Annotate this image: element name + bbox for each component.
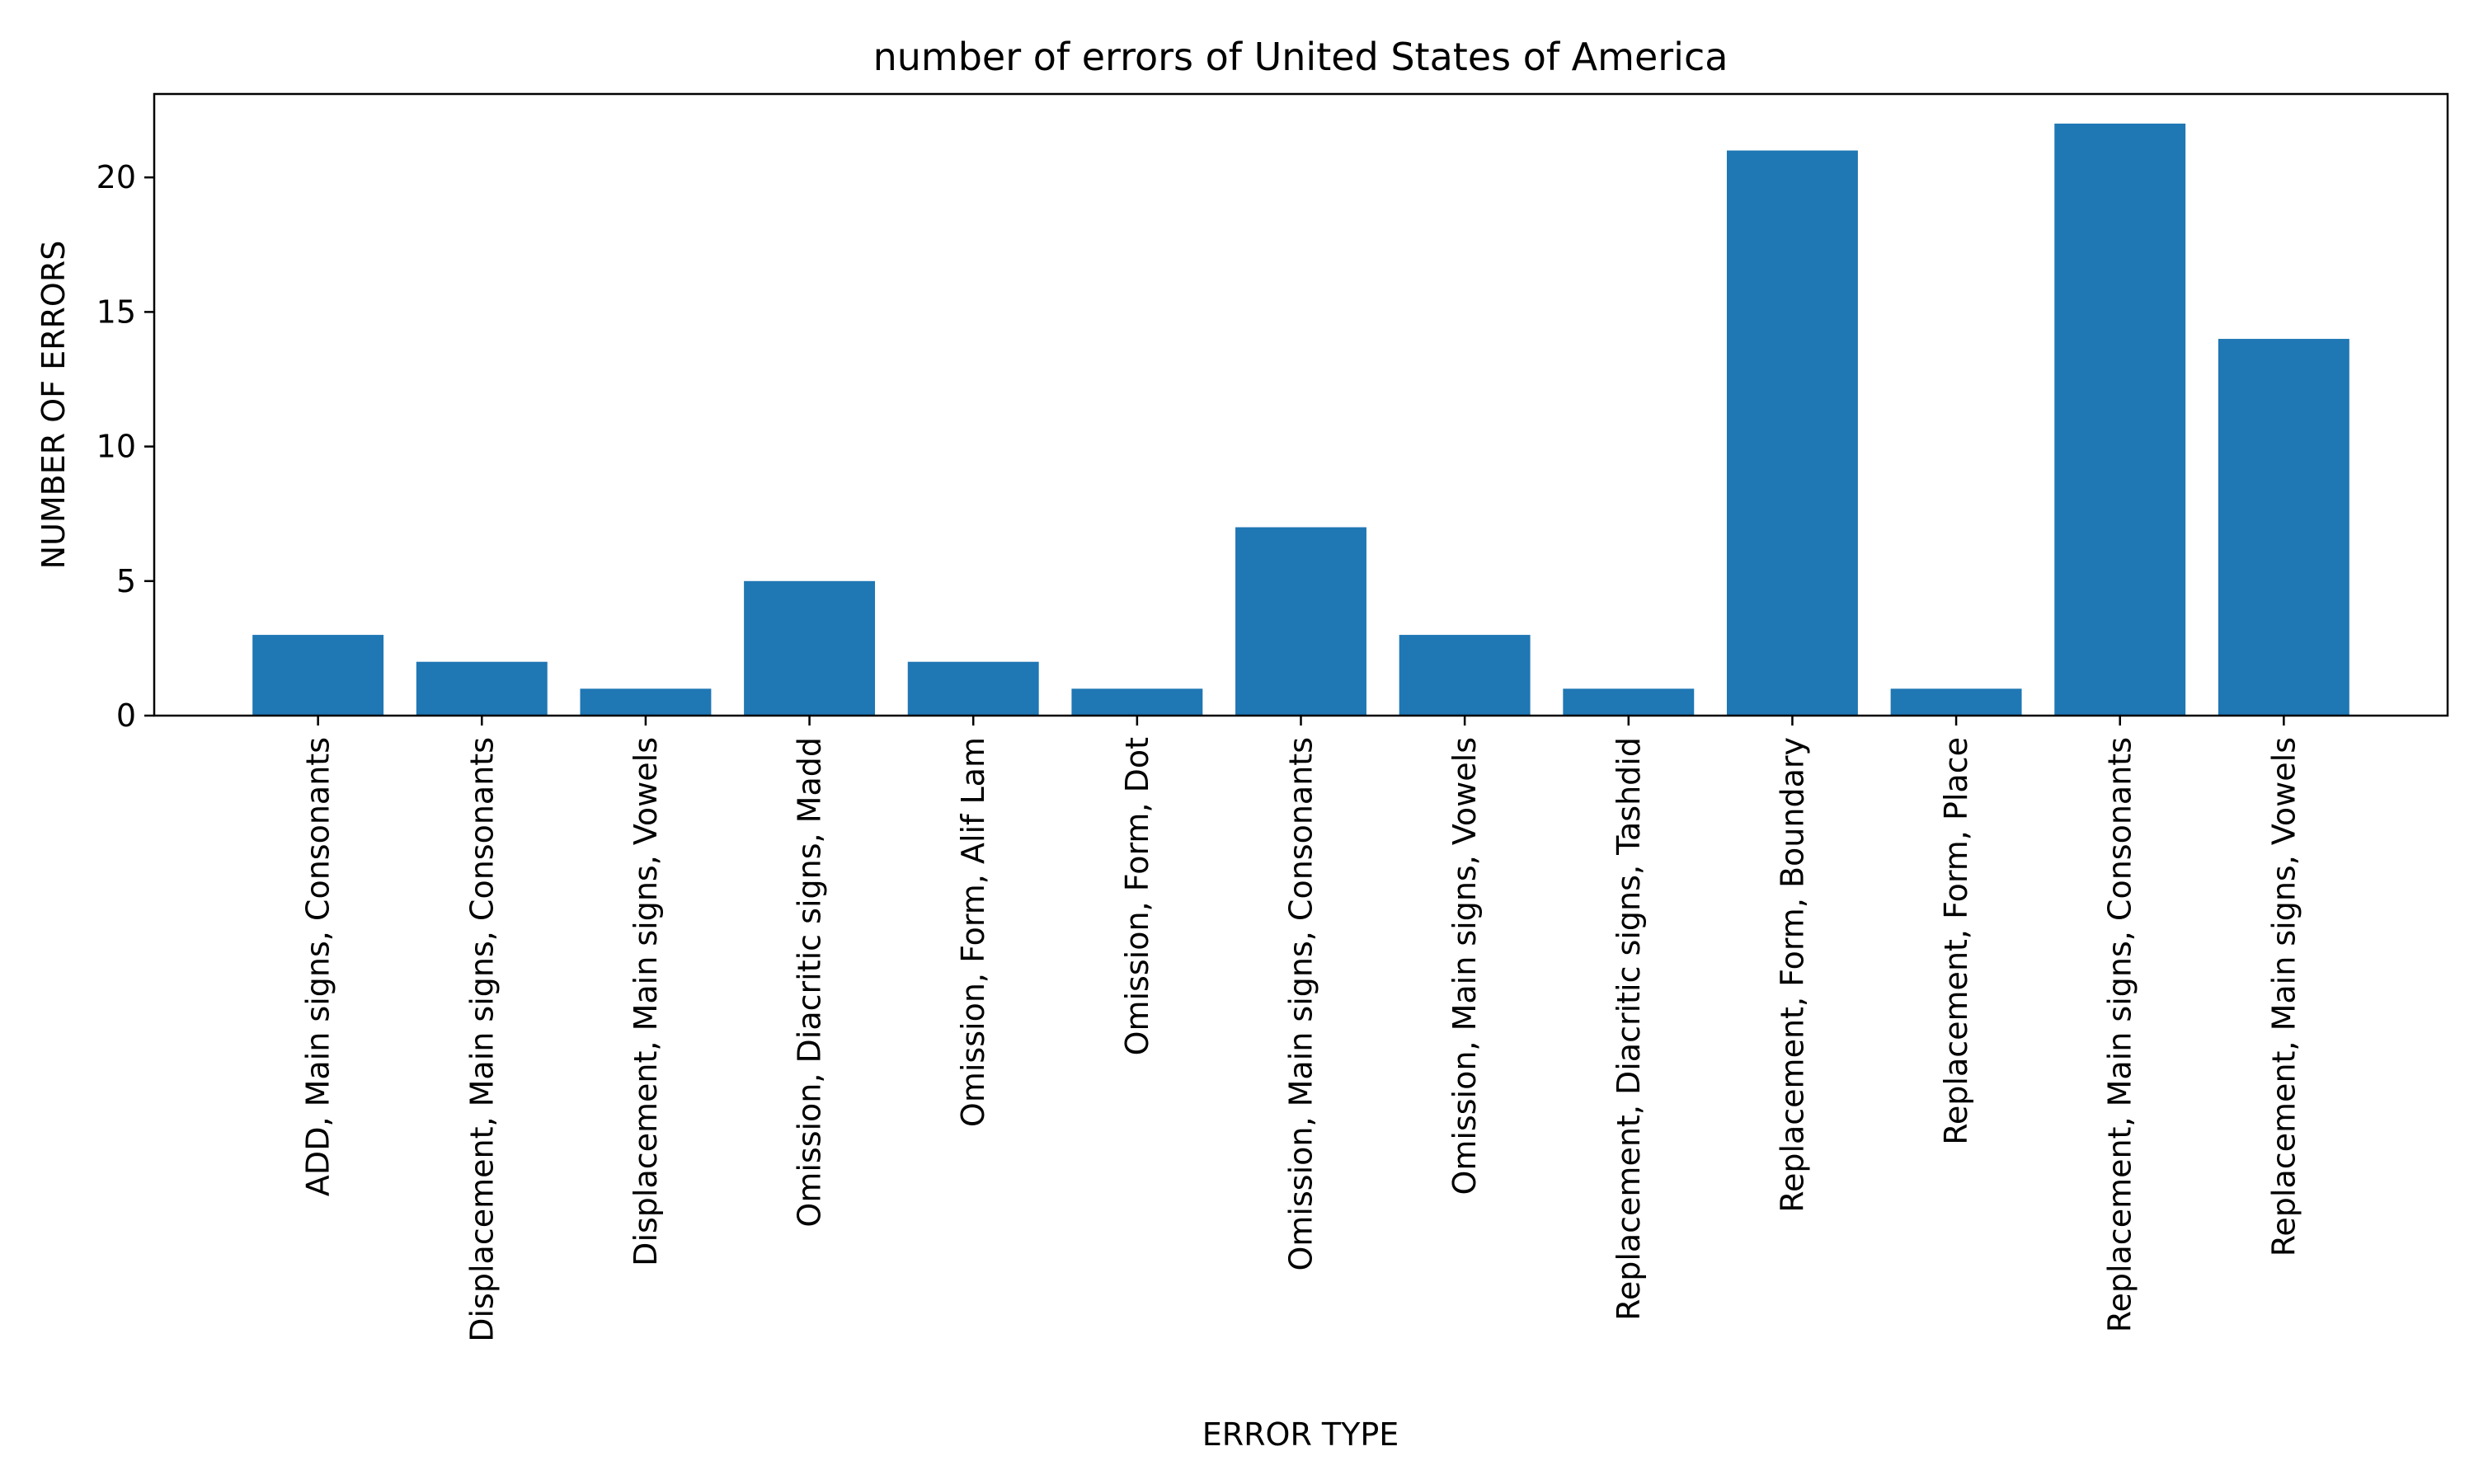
x-tick-label: Displacement, Main signs, Consonants (463, 737, 500, 1342)
y-axis-label: NUMBER OF ERRORS (35, 241, 72, 570)
y-axis: 0 5 10 15 20 (96, 159, 154, 734)
x-tick-label: Replacement, Form, Boundary (1774, 737, 1810, 1213)
y-tick-label: 10 (96, 429, 136, 465)
bar (580, 688, 712, 716)
x-tick-label: Omission, Main signs, Vowels (1446, 737, 1483, 1195)
x-tick-label: Displacement, Main signs, Vowels (628, 737, 664, 1266)
x-axis: ADD, Main signs, Consonants Displacement,… (300, 716, 2302, 1342)
x-tick-label: Omission, Form, Dot (1119, 737, 1155, 1055)
bar (1563, 688, 1695, 716)
x-tick-label: Omission, Diacritic signs, Madd (792, 737, 828, 1228)
x-axis-label: ERROR TYPE (1202, 1416, 1399, 1453)
bar (2218, 339, 2349, 716)
chart-title: number of errors of United States of Ame… (873, 35, 1729, 79)
x-tick-label: ADD, Main signs, Consonants (300, 737, 336, 1196)
bar (1890, 688, 2022, 716)
bar (252, 635, 384, 716)
x-tick-label: Replacement, Main signs, Consonants (2102, 737, 2138, 1332)
x-tick-label: Replacement, Main signs, Vowels (2265, 737, 2302, 1256)
x-tick-label: Replacement, Form, Place (1938, 737, 1974, 1145)
y-tick-label: 0 (116, 697, 136, 734)
bar (2054, 123, 2186, 716)
bar (416, 661, 548, 716)
x-tick-label: Omission, Form, Alif Lam (955, 737, 991, 1127)
y-tick-label: 5 (116, 563, 136, 599)
bar (907, 661, 1039, 716)
bar (1399, 635, 1531, 716)
y-tick-label: 20 (96, 159, 136, 195)
plot-frame (153, 92, 2449, 717)
bar (1235, 527, 1366, 716)
bar (1726, 150, 1858, 716)
bar (744, 580, 876, 716)
x-tick-label: Replacement, Diacritic signs, Tashdid (1611, 737, 1647, 1321)
x-tick-label: Omission, Main signs, Consonants (1283, 737, 1319, 1271)
bar (1071, 688, 1203, 716)
y-tick-label: 15 (96, 294, 136, 330)
bars-layer (252, 123, 2349, 716)
